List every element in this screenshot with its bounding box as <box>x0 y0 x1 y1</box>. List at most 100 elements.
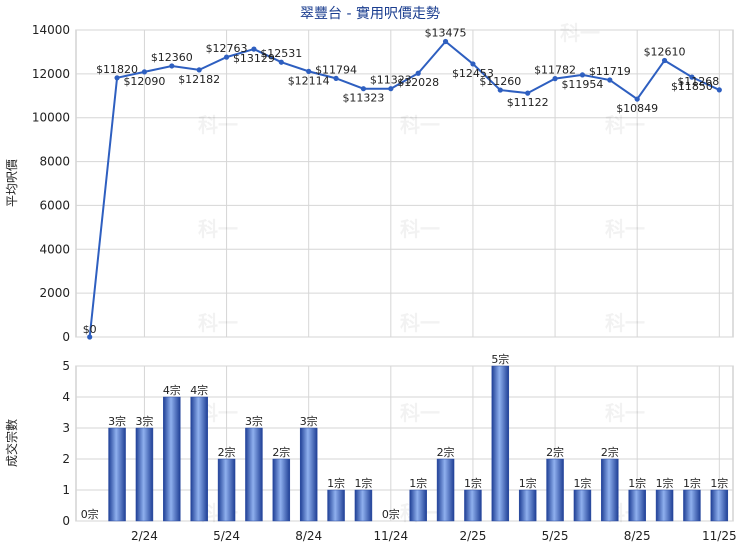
xtick-label: 8/24 <box>295 529 322 543</box>
price-data-label: $11268 <box>677 75 719 88</box>
bar-12 <box>409 489 427 522</box>
line-ytick-label: 14000 <box>32 23 70 37</box>
bar-data-label: 1宗 <box>327 476 345 490</box>
price-point-20 <box>634 96 640 102</box>
bar-ytick-label: 3 <box>62 421 70 435</box>
line-ylabel: 平均呎價 <box>5 159 19 207</box>
bar-data-label: 2宗 <box>546 445 564 459</box>
price-point-9 <box>333 75 339 81</box>
price-data-label: $12360 <box>151 51 193 64</box>
price-point-14 <box>470 61 476 67</box>
price-data-label: $12114 <box>288 74 330 87</box>
price-point-10 <box>360 86 367 92</box>
bar-ytick-label: 2 <box>62 452 70 466</box>
watermark-text: 科一 <box>198 113 238 137</box>
bar-data-label: 3宗 <box>108 414 126 428</box>
bar-data-label: 4宗 <box>190 383 208 397</box>
price-point-2 <box>141 69 148 75</box>
bar-data-label: 3宗 <box>135 414 153 428</box>
price-data-label: $13129 <box>233 52 275 65</box>
price-point-17 <box>552 76 558 82</box>
watermark-text: 科一 <box>400 401 440 425</box>
watermark-text: 科一 <box>605 113 645 137</box>
price-point-16 <box>525 90 531 96</box>
xtick-label: 11/24 <box>374 529 409 543</box>
bar-data-label: 0宗 <box>81 507 99 521</box>
bar-2 <box>135 427 154 522</box>
bar-20 <box>628 489 646 522</box>
bar-19 <box>601 458 619 522</box>
bar-10 <box>354 489 373 522</box>
bar-9 <box>327 489 345 522</box>
bar-4 <box>190 396 208 522</box>
price-data-label: $12531 <box>260 47 302 60</box>
bar-data-label: 3宗 <box>245 414 263 428</box>
line-ytick-label: 0 <box>62 330 70 344</box>
price-point-22 <box>689 74 695 80</box>
price-point-7 <box>278 59 284 65</box>
line-ytick-label: 4000 <box>39 242 70 256</box>
price-point-3 <box>169 63 175 69</box>
price-data-label: $11122 <box>507 96 549 109</box>
bar-data-label: 2宗 <box>437 445 455 459</box>
bar-21 <box>655 489 674 522</box>
watermark-text: 科一 <box>198 311 238 335</box>
price-point-1 <box>114 75 120 81</box>
price-data-label: $11323 <box>370 74 412 87</box>
price-data-label: $12182 <box>178 73 220 86</box>
price-data-label: $11782 <box>534 64 576 77</box>
bar-3 <box>163 396 181 522</box>
watermark-text: 科一 <box>605 217 645 241</box>
bar-data-label: 1宗 <box>573 476 591 490</box>
bar-data-label: 1宗 <box>683 476 701 490</box>
bar-17 <box>546 458 564 522</box>
bar-data-label: 2宗 <box>272 445 290 459</box>
bar-data-label: 1宗 <box>656 476 674 490</box>
bar-22 <box>683 489 701 522</box>
price-data-label: $0 <box>83 323 97 336</box>
bar-data-label: 1宗 <box>409 476 427 490</box>
bar-data-label: 3宗 <box>300 414 318 428</box>
watermark-text: 科一 <box>400 311 440 335</box>
bar-data-label: 2宗 <box>601 445 619 459</box>
price-point-11 <box>388 86 394 92</box>
price-data-label: $10849 <box>616 102 658 115</box>
price-data-label: $11794 <box>315 63 357 76</box>
xtick-label: 2/24 <box>131 529 158 543</box>
price-point-4 <box>196 67 202 73</box>
price-point-5 <box>223 54 230 60</box>
line-ytick-label: 8000 <box>39 155 70 169</box>
bar-ytick-label: 1 <box>62 483 70 497</box>
line-ytick-label: 12000 <box>32 67 70 81</box>
bar-14 <box>464 489 482 522</box>
bar-data-label: 1宗 <box>628 476 646 490</box>
price-point-23 <box>716 87 722 93</box>
xtick-label: 11/25 <box>702 529 737 543</box>
line-ytick-label: 10000 <box>32 111 70 125</box>
price-point-0 <box>87 334 93 340</box>
line-ytick-label: 2000 <box>39 286 70 300</box>
bar-1 <box>108 427 126 522</box>
price-point-12 <box>415 70 421 76</box>
bar-data-label: 1宗 <box>710 476 728 490</box>
watermark-text: 科一 <box>605 401 645 425</box>
chart-title: 翠豐台 - 實用呎價走勢 <box>300 5 440 22</box>
bar-data-label: 2宗 <box>218 445 236 459</box>
bar-ytick-label: 0 <box>62 514 70 528</box>
price-data-label: $12610 <box>644 45 686 58</box>
price-point-13 <box>442 38 449 45</box>
bar-ylabel: 成交宗數 <box>4 419 19 467</box>
bar-ytick-label: 5 <box>62 359 70 373</box>
bar-data-label: 0宗 <box>382 507 400 521</box>
price-line-series <box>88 40 720 338</box>
price-point-8 <box>306 68 312 74</box>
price-data-label: $12763 <box>206 42 248 55</box>
bar-18 <box>573 489 592 522</box>
xtick-label: 2/25 <box>459 529 486 543</box>
bar-data-label: 4宗 <box>163 383 181 397</box>
bar-data-label: 1宗 <box>464 476 482 490</box>
price-point-18 <box>579 72 586 78</box>
xtick-label: 5/25 <box>542 529 569 543</box>
price-data-label: $12028 <box>397 76 439 89</box>
